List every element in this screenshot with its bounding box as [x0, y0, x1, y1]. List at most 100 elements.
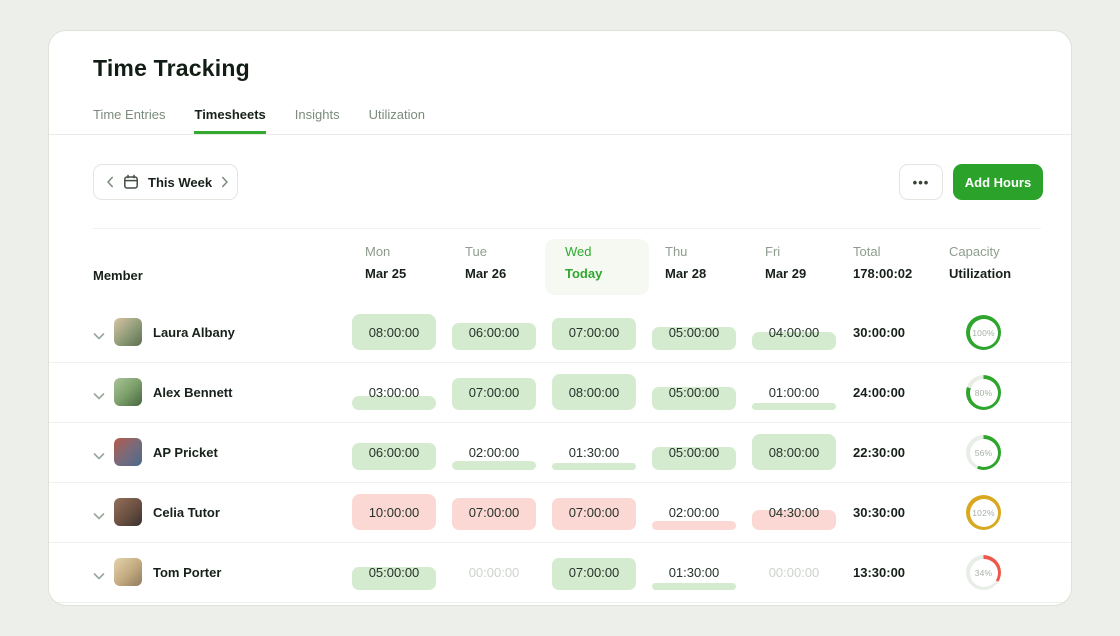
cell-fill-bar — [752, 403, 836, 410]
timesheet-cell[interactable]: 01:30:00 — [652, 554, 736, 590]
cell-fill-bar — [352, 567, 436, 590]
timesheet-cell[interactable]: 06:00:00 — [352, 434, 436, 470]
timesheet-cell[interactable]: 01:30:00 — [552, 434, 636, 470]
tab-timesheets[interactable]: Timesheets — [194, 107, 266, 134]
cell-fill-bar — [352, 314, 436, 350]
member-name: AP Pricket — [153, 445, 218, 460]
table-row: Alex Bennett 03:00:00 07:00:00 08:00:00 05:0… — [49, 363, 1071, 423]
capacity-label: Capacity — [949, 244, 1000, 259]
timesheet-cell[interactable]: 07:00:00 — [452, 494, 536, 530]
week-label: This Week — [148, 174, 213, 190]
tab-insights[interactable]: Insights — [294, 107, 340, 122]
day-label: Thu — [665, 244, 688, 259]
tab-time-entries[interactable]: Time Entries — [93, 107, 166, 122]
cell-value: 02:00:00 — [668, 505, 720, 520]
avatar — [114, 558, 142, 586]
timesheet-cell[interactable]: 00:00:00 — [452, 554, 536, 590]
timesheet-cell[interactable]: 03:00:00 — [352, 374, 436, 410]
timesheet-cell[interactable]: 10:00:00 — [352, 494, 436, 530]
timesheet-cell[interactable]: 01:00:00 — [752, 374, 836, 410]
cell-fill-bar — [452, 498, 536, 530]
timesheet-cell[interactable]: 08:00:00 — [752, 434, 836, 470]
row-expand-chevron-icon[interactable] — [93, 328, 105, 340]
cell-value: 10:00:00 — [368, 505, 420, 520]
utilization-ring: 80% — [966, 375, 1001, 410]
column-header-thu: Thu Mar 28 — [652, 245, 736, 280]
timesheet-cell[interactable]: 07:00:00 — [452, 374, 536, 410]
day-label: Mon — [365, 244, 391, 259]
more-options-button[interactable]: ••• — [899, 164, 943, 200]
utilization-value: 56% — [969, 438, 998, 467]
utilization-ring: 102% — [966, 495, 1001, 530]
cell-fill-bar — [652, 327, 736, 350]
total-label: Total — [853, 244, 881, 259]
next-week-button[interactable] — [221, 174, 229, 190]
utilization-value: 102% — [969, 498, 998, 527]
column-header-wed-today: Wed Today — [552, 245, 636, 280]
row-expand-chevron-icon[interactable] — [93, 448, 105, 460]
cell-value: 08:00:00 — [568, 385, 620, 400]
cell-value: 05:00:00 — [668, 445, 720, 460]
page-title: Time Tracking — [93, 55, 250, 81]
member-name: Tom Porter — [153, 565, 222, 580]
ellipsis-icon: ••• — [912, 174, 930, 190]
utilization-ring: 56% — [966, 435, 1001, 470]
cell-value: 07:00:00 — [468, 385, 520, 400]
previous-week-button[interactable] — [106, 174, 114, 190]
timesheet-cell[interactable]: 05:00:00 — [352, 554, 436, 590]
timesheet-cell[interactable]: 00:00:00 — [752, 554, 836, 590]
row-total: 24:00:00 — [853, 385, 906, 400]
row-total: 30:00:00 — [853, 325, 906, 340]
chevron-left-icon — [107, 176, 113, 188]
timesheet-cell[interactable]: 08:00:00 — [552, 374, 636, 410]
timesheet-cell[interactable]: 02:00:00 — [452, 434, 536, 470]
row-expand-chevron-icon[interactable] — [93, 508, 105, 520]
cell-fill-bar — [552, 318, 636, 350]
cell-fill-bar — [752, 332, 836, 350]
cell-value: 07:00:00 — [468, 505, 520, 520]
table-row: Celia Tutor 10:00:00 07:00:00 07:00:00 02:00… — [49, 483, 1071, 543]
week-selector[interactable]: This Week — [93, 164, 238, 200]
row-expand-chevron-icon[interactable] — [93, 388, 105, 400]
column-header-fri: Fri Mar 29 — [752, 245, 836, 280]
timesheet-cell[interactable]: 05:00:00 — [652, 434, 736, 470]
cell-fill-bar — [352, 494, 436, 530]
timesheet-cell[interactable]: 07:00:00 — [552, 314, 636, 350]
header-divider — [49, 134, 1071, 135]
cell-value: 07:00:00 — [568, 505, 620, 520]
timesheet-cell[interactable]: 06:00:00 — [452, 314, 536, 350]
timesheet-cell[interactable]: 04:30:00 — [752, 494, 836, 530]
today-column-highlight — [545, 239, 649, 295]
cell-value: 07:00:00 — [568, 565, 620, 580]
column-header-tue: Tue Mar 26 — [452, 245, 536, 280]
cell-value: 03:00:00 — [368, 385, 420, 400]
column-header-capacity: Capacity Utilization — [949, 245, 1011, 280]
timesheet-cell[interactable]: 07:00:00 — [552, 554, 636, 590]
cell-fill-bar — [452, 378, 536, 410]
row-expand-chevron-icon[interactable] — [93, 568, 105, 580]
cell-value: 07:00:00 — [568, 325, 620, 340]
tab-bar: Time Entries Timesheets Insights Utiliza… — [93, 107, 425, 134]
row-total: 30:30:00 — [853, 505, 906, 520]
timesheet-cell[interactable]: 08:00:00 — [352, 314, 436, 350]
timesheet-cell[interactable]: 04:00:00 — [752, 314, 836, 350]
cell-fill-bar — [652, 447, 736, 470]
cell-value: 01:00:00 — [768, 385, 820, 400]
cell-fill-bar — [652, 387, 736, 410]
cell-fill-bar — [752, 510, 836, 530]
add-hours-button[interactable]: Add Hours — [953, 164, 1043, 200]
member-rows: Laura Albany 08:00:00 06:00:00 07:00:00 05:0… — [49, 303, 1071, 603]
row-total: 13:30:00 — [853, 565, 906, 580]
time-tracking-panel: Time Tracking Time Entries Timesheets In… — [48, 30, 1072, 606]
cell-fill-bar — [552, 374, 636, 410]
timesheet-cell[interactable]: 05:00:00 — [652, 374, 736, 410]
cell-value: 06:00:00 — [468, 325, 520, 340]
table-row: Laura Albany 08:00:00 06:00:00 07:00:00 05:0… — [49, 303, 1071, 363]
date-label: Mar 29 — [765, 266, 807, 281]
timesheet-cell[interactable]: 05:00:00 — [652, 314, 736, 350]
table-row: Tom Porter 05:00:00 00:00:00 07:00:00 01:30:… — [49, 543, 1071, 603]
timesheet-cell[interactable]: 02:00:00 — [652, 494, 736, 530]
tab-utilization[interactable]: Utilization — [368, 107, 425, 122]
timesheet-cell[interactable]: 07:00:00 — [552, 494, 636, 530]
cell-fill-bar — [352, 443, 436, 470]
